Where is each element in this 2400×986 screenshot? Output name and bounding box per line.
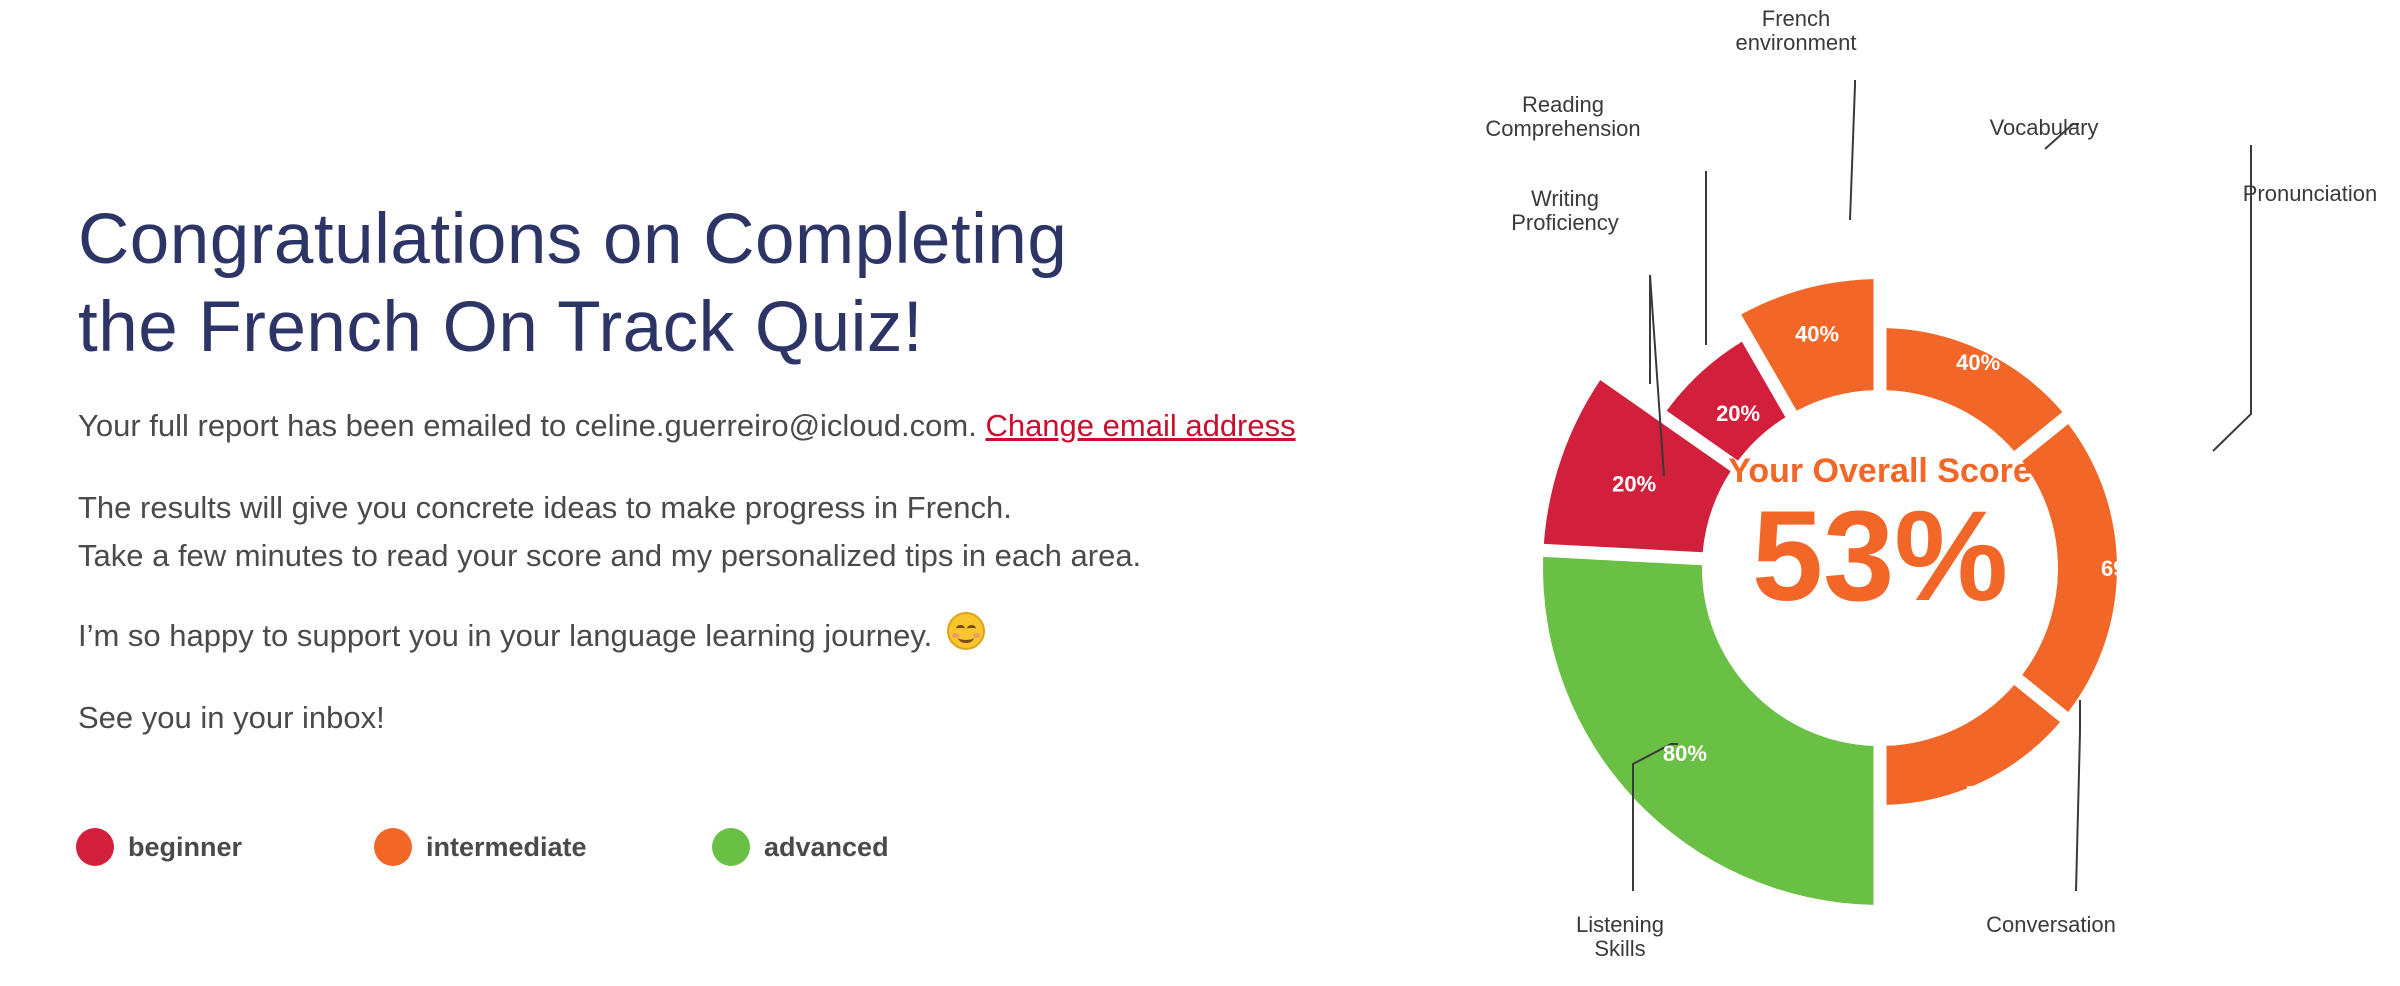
slice-value-labels: 40% 69% 53% 80% 20% 20% 40% <box>1612 321 2145 806</box>
legend-dot-advanced <box>712 828 750 866</box>
title-line-2: the French On Track Quiz! <box>78 288 924 367</box>
value-label-writing-proficiency: 20% <box>1612 471 1656 496</box>
value-label-pronunciation: 69% <box>2101 556 2145 581</box>
category-label-conversation: Conversation <box>1986 912 2116 937</box>
legend-label-beginner: beginner <box>128 831 243 862</box>
category-label-pronunciation: Pronunciation <box>2243 181 2378 206</box>
category-labels: Vocabulary Pronunciation Conversation Liste… <box>1485 6 2377 961</box>
legend-item-advanced: advanced <box>712 828 889 866</box>
legend-item-intermediate: intermediate <box>374 828 587 866</box>
category-label-reading-comprehension: Reading Comprehension <box>1485 92 1640 141</box>
legend-dot-beginner <box>76 828 114 866</box>
results-line-2: Take a few minutes to read your score an… <box>78 538 1142 573</box>
value-label-vocabulary: 40% <box>1956 350 2000 375</box>
category-label-listening-skills: Listening Skills <box>1576 912 1664 961</box>
legend-label-advanced: advanced <box>764 831 889 862</box>
category-label-writing-proficiency: Writing Proficiency <box>1511 186 1619 235</box>
report-message: Your full report has been emailed to cel… <box>78 402 1296 450</box>
page-title: Congratulations on Completing the French… <box>78 196 1067 372</box>
legend-dot-intermediate <box>374 828 412 866</box>
results-message: The results will give you concrete ideas… <box>78 484 1141 580</box>
slice-french-environment <box>1741 279 1874 411</box>
change-email-link[interactable]: Change email address <box>985 408 1296 443</box>
legend-item-beginner: beginner <box>76 828 242 866</box>
slice-conversation <box>1886 685 2060 805</box>
slice-writing-proficiency <box>1543 380 1731 553</box>
leader-line-vocabulary <box>2044 123 2079 150</box>
results-panel: Congratulations on Completing the French… <box>76 0 1328 986</box>
report-text: Your full report has been emailed to cel… <box>78 408 986 443</box>
category-label-vocabulary: Vocabulary <box>1990 115 2099 140</box>
value-label-listening-skills: 80% <box>1663 741 1707 766</box>
leader-line-pronunciation <box>2212 145 2252 452</box>
slice-listening-skills <box>1543 556 1874 905</box>
overall-score-value: 53% <box>1752 485 2008 628</box>
slice-reading-comprehension <box>1666 341 1786 461</box>
slice-vocabulary <box>1886 328 2063 451</box>
leader-line-listening-skills <box>1632 743 1678 891</box>
leader-line-writing-proficiency <box>1649 274 1665 477</box>
score-donut-chart: Vocabulary Pronunciation Conversation Liste… <box>1485 6 2377 961</box>
slice-pronunciation <box>2022 424 2117 712</box>
support-message: I’m so happy to support you in your lang… <box>78 612 985 660</box>
leader-lines <box>1632 80 2252 892</box>
donut-slices <box>1543 279 2117 905</box>
value-label-conversation: 53% <box>1966 782 2010 807</box>
overall-score-label: Your Overall Score <box>1728 452 2032 490</box>
signoff-message: See you in your inbox! <box>78 700 385 735</box>
support-text: I’m so happy to support you in your lang… <box>78 618 941 653</box>
leader-line-french-environment <box>1849 80 1856 221</box>
value-label-reading-comprehension: 20% <box>1716 401 1760 426</box>
results-line-1: The results will give you concrete ideas… <box>78 490 1012 525</box>
leader-line-conversation <box>2075 700 2081 892</box>
smiling-face-icon <box>946 612 985 650</box>
title-line-1: Congratulations on Completing <box>78 200 1068 279</box>
value-label-french-environment: 40% <box>1795 321 1839 346</box>
legend-label-intermediate: intermediate <box>426 831 587 862</box>
category-label-french-environment: French environment <box>1735 6 1856 55</box>
